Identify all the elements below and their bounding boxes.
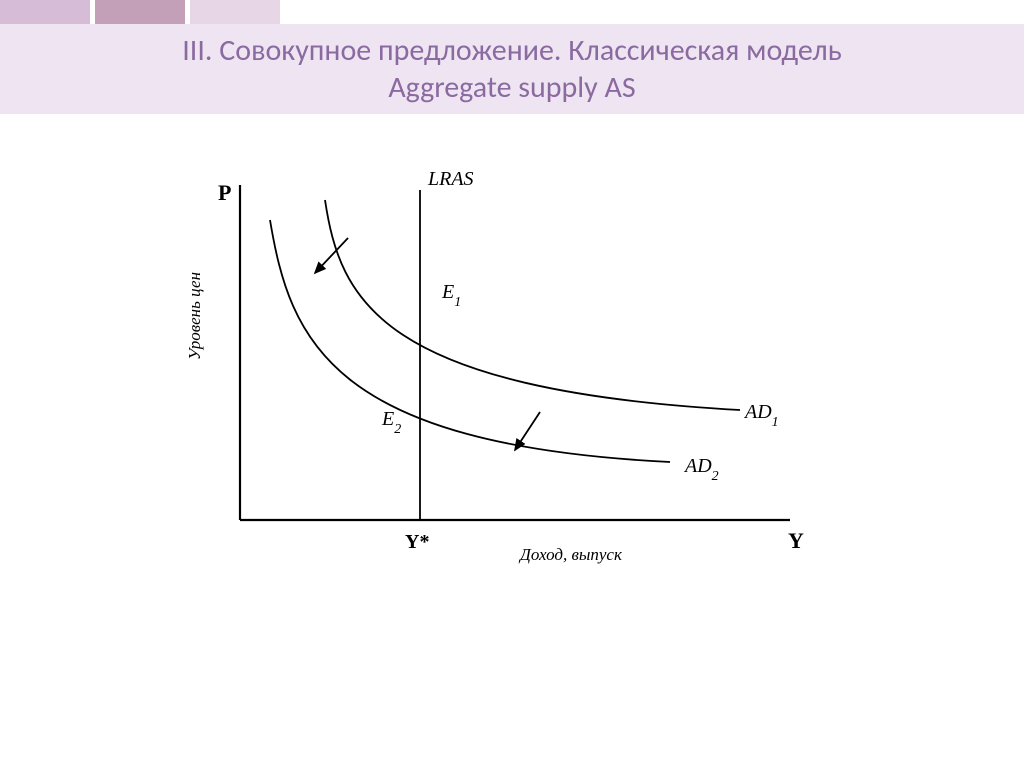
deco-block: [190, 0, 280, 24]
svg-text:Доход, выпуск: Доход, выпуск: [518, 545, 623, 564]
svg-text:AD2: AD2: [683, 455, 719, 484]
svg-text:Y: Y: [788, 528, 804, 553]
svg-text:E2: E2: [381, 408, 401, 437]
title-band: III. Совокупное предложение. Классическа…: [0, 24, 1024, 114]
deco-block: [95, 0, 185, 24]
svg-text:E1: E1: [441, 281, 461, 310]
deco-strip: [0, 0, 1024, 24]
slide-title-line1: III. Совокупное предложение. Классическа…: [182, 32, 841, 70]
slide-title-line2: Aggregate supply AS: [388, 69, 635, 107]
svg-text:P: P: [218, 180, 231, 205]
svg-text:Уровень цен: Уровень цен: [185, 272, 204, 360]
svg-text:LRAS: LRAS: [427, 168, 474, 190]
svg-text:AD1: AD1: [743, 401, 779, 430]
deco-block: [0, 0, 90, 24]
as-lras-chart: P Y Y* LRAS E1 E2 AD1 AD2 Уровень цен Доход, выпу…: [170, 150, 870, 580]
svg-text:Y*: Y*: [405, 531, 429, 553]
chart-svg: P Y Y* LRAS E1 E2 AD1 AD2 Уровень цен Доход, выпу…: [170, 150, 870, 580]
